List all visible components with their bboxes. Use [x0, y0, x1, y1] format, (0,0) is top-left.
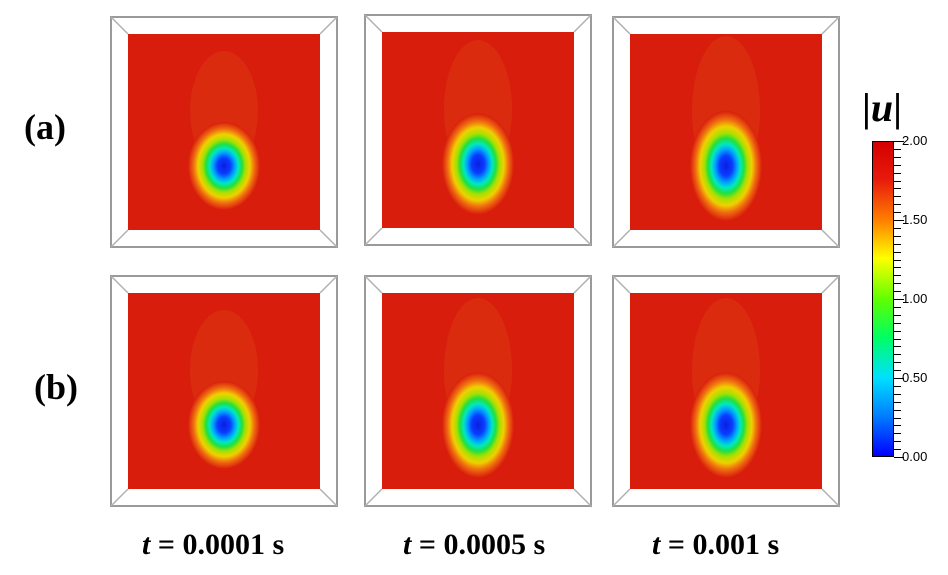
- colorbar-minor-tick: [894, 196, 901, 198]
- low-velocity-core: [442, 372, 514, 478]
- simulation-panel: [364, 275, 592, 507]
- panel-svg: [612, 16, 840, 248]
- colorbar-minor-tick: [894, 393, 901, 395]
- colorbar-minor-tick: [894, 401, 901, 403]
- domain-edge-line: [319, 275, 338, 294]
- colorbar-minor-tick: [894, 338, 901, 340]
- domain-edge-line: [364, 488, 383, 507]
- low-velocity-core: [690, 111, 762, 221]
- domain-edge-line: [110, 229, 129, 248]
- domain-edge-line: [110, 488, 129, 507]
- colorbar-minor-tick: [894, 204, 901, 206]
- domain-edge-line: [319, 16, 338, 35]
- colorbar-minor-tick: [894, 164, 901, 166]
- panel-svg: [110, 16, 338, 248]
- domain-edge-line: [612, 229, 631, 248]
- colorbar-minor-tick: [894, 156, 901, 158]
- colorbar-minor-tick: [894, 441, 901, 443]
- colorbar-minor-tick: [894, 409, 901, 411]
- colorbar-tick-label: 0.00: [902, 449, 928, 464]
- domain-edge-line: [573, 275, 592, 294]
- colorbar-minor-tick: [894, 259, 901, 261]
- panel-svg: [364, 275, 592, 507]
- domain-edge-line: [364, 275, 383, 294]
- colorbar-minor-tick: [894, 314, 901, 316]
- domain-edge-line: [612, 16, 631, 35]
- colorbar-minor-tick: [894, 330, 901, 332]
- colorbar-minor-tick: [894, 354, 901, 356]
- colorbar-minor-tick: [894, 457, 904, 458]
- colorbar-minor-tick: [894, 385, 901, 387]
- domain-edge-line: [573, 488, 592, 507]
- domain-edge-line: [821, 229, 840, 248]
- colorbar-minor-tick: [894, 251, 901, 253]
- colorbar-minor-tick: [894, 243, 901, 245]
- colorbar-minor-tick: [894, 267, 901, 269]
- colorbar-minor-tick: [894, 212, 901, 214]
- colorbar-minor-tick: [894, 370, 901, 372]
- colorbar-minor-tick: [894, 220, 904, 221]
- low-velocity-core: [442, 113, 514, 215]
- colorbar-tick-label: 1.00: [902, 291, 928, 306]
- colorbar-tick-label: 0.50: [902, 370, 928, 385]
- row-label-b: (b): [34, 367, 78, 407]
- domain-edge-line: [319, 488, 338, 507]
- colorbar-minor-tick: [894, 188, 901, 190]
- domain-edge-line: [573, 227, 592, 246]
- time-label-2: t = 0.0005 s: [403, 528, 546, 561]
- colorbar-minor-tick: [894, 148, 901, 150]
- colorbar-minor-tick: [894, 322, 901, 324]
- colorbar-minor-tick: [894, 346, 901, 348]
- domain-edge-line: [364, 14, 383, 33]
- colorbar-minor-tick: [894, 362, 901, 364]
- time-label-1: t = 0.0001 s: [142, 528, 285, 561]
- low-velocity-core: [188, 381, 260, 469]
- simulation-panel: [364, 14, 592, 246]
- simulation-panel: [110, 16, 338, 248]
- domain-edge-line: [110, 275, 129, 294]
- row-label-a: (a): [24, 107, 66, 147]
- simulation-panel: [612, 275, 840, 507]
- domain-edge-line: [612, 275, 631, 294]
- colorbar-minor-tick: [894, 227, 901, 229]
- colorbar-minor-tick: [894, 180, 901, 182]
- domain-edge-line: [364, 227, 383, 246]
- colorbar-minor-tick: [894, 378, 904, 379]
- colorbar-title: |u|: [862, 85, 902, 130]
- colorbar-minor-tick: [894, 291, 901, 293]
- colorbar: [872, 141, 894, 457]
- panel-svg: [364, 14, 592, 246]
- domain-edge-line: [612, 488, 631, 507]
- colorbar-tick-label: 1.50: [902, 212, 928, 227]
- domain-edge-line: [821, 275, 840, 294]
- colorbar-minor-tick: [894, 433, 901, 435]
- domain-edge-line: [821, 16, 840, 35]
- panel-svg: [110, 275, 338, 507]
- simulation-panel: [612, 16, 840, 248]
- domain-edge-line: [319, 229, 338, 248]
- low-velocity-core: [690, 372, 762, 478]
- colorbar-minor-tick: [894, 306, 901, 308]
- colorbar-minor-tick: [894, 172, 901, 174]
- colorbar-minor-tick: [894, 449, 901, 451]
- domain-edge-line: [573, 14, 592, 33]
- low-velocity-core: [188, 122, 260, 210]
- domain-edge-line: [821, 488, 840, 507]
- time-label-3: t = 0.001 s: [652, 528, 780, 561]
- colorbar-minor-tick: [894, 235, 901, 237]
- colorbar-minor-tick: [894, 275, 901, 277]
- panel-svg: [612, 275, 840, 507]
- domain-edge-line: [110, 16, 129, 35]
- colorbar-minor-tick: [894, 425, 901, 427]
- colorbar-minor-tick: [894, 141, 904, 142]
- colorbar-minor-tick: [894, 283, 901, 285]
- simulation-panel: [110, 275, 338, 507]
- colorbar-minor-tick: [894, 299, 904, 300]
- colorbar-minor-tick: [894, 417, 901, 419]
- colorbar-tick-label: 2.00: [902, 133, 928, 148]
